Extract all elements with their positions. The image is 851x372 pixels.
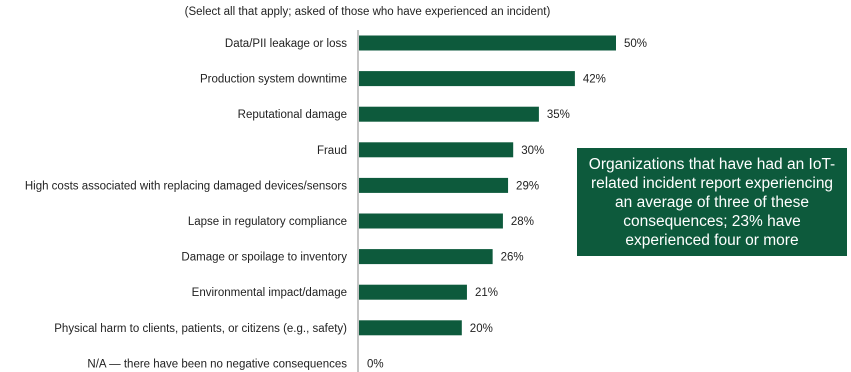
callout-text: Organizations that have had an IoT-relat… xyxy=(588,155,836,249)
chart-subtitle: (Select all that apply; asked of those w… xyxy=(184,6,551,18)
bars-group: Data/PII leakage or loss 50% Production sy… xyxy=(25,35,647,370)
value-label: 28% xyxy=(511,216,534,228)
bar xyxy=(359,213,503,229)
category-label: Environmental impact/damage xyxy=(192,287,347,299)
bar xyxy=(359,71,575,87)
value-label: 29% xyxy=(516,180,539,192)
value-label: 35% xyxy=(547,109,570,121)
value-label: 50% xyxy=(624,38,647,50)
value-label: 21% xyxy=(475,287,498,299)
bar xyxy=(359,177,509,193)
category-label: Damage or spoilage to inventory xyxy=(181,252,347,264)
callout-box: Organizations that have had an IoT-relat… xyxy=(577,148,847,256)
bar xyxy=(359,249,493,265)
bar xyxy=(359,106,539,122)
value-label: 0% xyxy=(367,358,384,370)
bar xyxy=(359,284,467,300)
value-label: 42% xyxy=(583,74,606,86)
category-label: High costs associated with replacing dam… xyxy=(25,180,347,192)
category-label: Physical harm to clients, patients, or c… xyxy=(54,323,347,335)
category-label: N/A — there have been no negative conseq… xyxy=(87,358,347,370)
bar xyxy=(359,320,462,336)
category-label: Data/PII leakage or loss xyxy=(225,38,347,50)
value-label: 30% xyxy=(521,145,544,157)
value-label: 26% xyxy=(501,252,524,264)
category-label: Lapse in regulatory compliance xyxy=(188,216,347,228)
value-label: 20% xyxy=(470,323,493,335)
category-label: Fraud xyxy=(317,145,347,157)
bar xyxy=(359,142,514,158)
category-label: Reputational damage xyxy=(238,109,347,121)
category-label: Production system downtime xyxy=(200,74,347,86)
bar xyxy=(359,35,616,51)
